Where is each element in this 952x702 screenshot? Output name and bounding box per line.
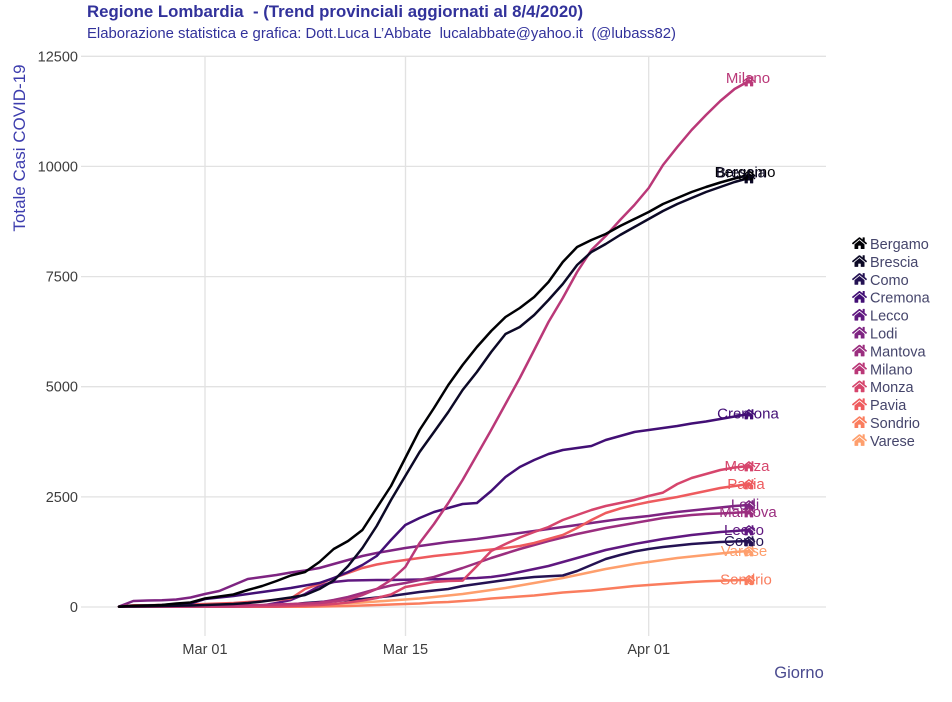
svg-text:Lodi: Lodi xyxy=(731,497,759,514)
svg-text:Brescia: Brescia xyxy=(870,255,919,271)
svg-text:Como: Como xyxy=(724,533,764,550)
svg-text:Varese: Varese xyxy=(870,434,915,450)
svg-text:Pavia: Pavia xyxy=(870,398,907,414)
svg-text:Sondrio: Sondrio xyxy=(720,572,772,589)
svg-text:Mar 01: Mar 01 xyxy=(182,642,227,658)
svg-text:0: 0 xyxy=(70,600,78,616)
svg-text:Regione Lombardia - (Trend pr: Regione Lombardia - (Trend provinciali a… xyxy=(87,2,583,21)
svg-text:Milano: Milano xyxy=(726,70,770,87)
svg-text:Apr 01: Apr 01 xyxy=(627,642,670,658)
svg-text:Pavia: Pavia xyxy=(727,476,765,493)
svg-text:Elaborazione statistica e graf: Elaborazione statistica e grafica: Dott.… xyxy=(87,26,676,42)
svg-text:Cremona: Cremona xyxy=(717,406,779,423)
svg-text:Bergamo: Bergamo xyxy=(715,164,776,181)
svg-text:Milano: Milano xyxy=(870,362,913,378)
svg-text:Sondrio: Sondrio xyxy=(870,416,920,432)
svg-text:10000: 10000 xyxy=(38,159,78,175)
svg-text:2500: 2500 xyxy=(46,490,78,506)
svg-text:7500: 7500 xyxy=(46,270,78,286)
svg-text:Mar 15: Mar 15 xyxy=(383,642,428,658)
svg-text:Monza: Monza xyxy=(724,458,770,475)
svg-text:Mantova: Mantova xyxy=(719,504,777,521)
svg-text:Lodi: Lodi xyxy=(870,327,897,343)
svg-text:Mantova: Mantova xyxy=(870,344,927,360)
svg-text:12500: 12500 xyxy=(38,49,78,65)
svg-text:Lecco: Lecco xyxy=(724,522,764,539)
svg-text:5000: 5000 xyxy=(46,380,78,396)
svg-text:Totale Casi COVID-19: Totale Casi COVID-19 xyxy=(10,64,29,231)
svg-text:Como: Como xyxy=(870,273,909,289)
svg-text:Monza: Monza xyxy=(870,380,914,396)
svg-text:Varese: Varese xyxy=(721,543,767,560)
svg-text:Bergamo: Bergamo xyxy=(870,237,929,253)
svg-text:Brescia: Brescia xyxy=(716,165,767,182)
svg-text:Lecco: Lecco xyxy=(870,309,909,325)
svg-text:Giorno: Giorno xyxy=(774,664,824,682)
svg-text:Cremona: Cremona xyxy=(870,291,931,307)
